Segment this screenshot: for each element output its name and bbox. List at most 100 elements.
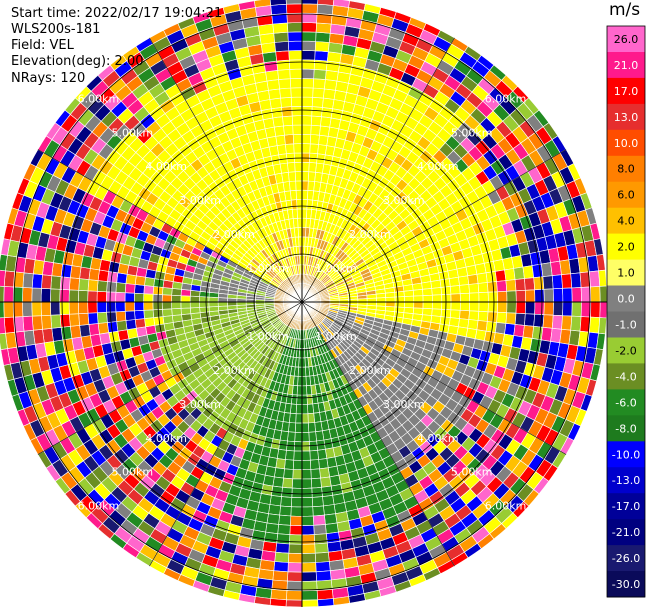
range-label: 5.00km <box>451 466 493 479</box>
velocity-gate <box>422 301 433 310</box>
velocity-gate <box>561 315 573 331</box>
velocity-gate <box>321 485 333 497</box>
velocity-gate <box>476 272 488 284</box>
velocity-gate <box>309 449 319 461</box>
velocity-gate <box>449 285 461 295</box>
range-label: 1.00km <box>315 262 357 275</box>
velocity-gate <box>301 96 314 107</box>
velocity-gate <box>312 505 325 517</box>
range-label: 5.00km <box>112 466 154 479</box>
velocity-gate <box>430 279 442 289</box>
velocity-gate <box>324 513 338 525</box>
velocity-gate <box>290 87 303 98</box>
velocity-gate <box>291 487 303 499</box>
velocity-gate <box>459 284 470 295</box>
velocity-gate <box>301 357 306 368</box>
range-label: 2.00km <box>349 364 391 377</box>
velocity-gate <box>87 290 98 303</box>
velocity-gates <box>0 0 608 607</box>
velocity-gate <box>279 162 289 174</box>
velocity-gate <box>485 271 497 283</box>
range-label: 6.00km <box>485 92 527 105</box>
velocity-gate <box>171 288 182 297</box>
velocity-gate <box>301 78 315 89</box>
velocity-gate <box>301 515 315 526</box>
velocity-gate <box>87 279 99 292</box>
velocity-gate <box>431 301 443 310</box>
velocity-gate <box>301 404 309 415</box>
colorbar-tick-label: 4.0 <box>617 215 635 228</box>
range-label: 3.00km <box>383 398 425 411</box>
velocity-gate <box>292 217 299 229</box>
velocity-gate <box>50 275 62 290</box>
velocity-gate <box>301 524 315 536</box>
velocity-gate <box>280 496 293 508</box>
velocity-gate <box>314 551 330 563</box>
velocity-gate <box>543 301 554 316</box>
velocity-gate <box>325 522 339 535</box>
velocity-gate <box>561 273 573 289</box>
velocity-gate <box>298 236 303 247</box>
velocity-gate <box>275 50 290 62</box>
velocity-gate <box>288 171 297 182</box>
velocity-gate <box>273 31 289 43</box>
velocity-gate <box>288 59 303 70</box>
velocity-gate <box>289 68 303 80</box>
velocity-gate <box>284 134 295 145</box>
velocity-gate <box>292 124 303 135</box>
velocity-gate <box>59 288 70 303</box>
range-label: 4.00km <box>145 432 187 445</box>
velocity-gate <box>144 317 156 328</box>
velocity-gate <box>301 87 314 98</box>
velocity-gate <box>301 50 316 61</box>
velocity-gate <box>301 40 317 52</box>
velocity-gate <box>321 107 333 119</box>
velocity-gate <box>310 468 321 480</box>
velocity-gate <box>301 422 310 433</box>
velocity-gate <box>504 268 516 281</box>
range-label: 6.00km <box>485 500 527 513</box>
velocity-gate <box>41 274 53 290</box>
velocity-gate <box>266 79 280 91</box>
velocity-gate <box>272 476 284 488</box>
velocity-gate <box>316 3 334 16</box>
velocity-gate <box>431 287 442 296</box>
velocity-gate <box>317 598 335 607</box>
velocity-gate <box>96 280 108 293</box>
velocity-gate <box>496 311 508 324</box>
colorbar-tick-label: -6.0 <box>615 396 636 409</box>
velocity-gate <box>450 301 461 311</box>
velocity-gate <box>317 448 328 460</box>
velocity-gate <box>314 41 330 53</box>
range-label: 2.00km <box>213 228 255 241</box>
velocity-gate <box>79 324 91 338</box>
velocity-gate <box>227 301 238 307</box>
velocity-gate <box>315 22 332 34</box>
velocity-gate <box>133 292 145 303</box>
velocity-gate <box>162 315 174 325</box>
velocity-gate <box>301 413 309 424</box>
velocity-gate <box>295 180 303 191</box>
velocity-gate <box>375 292 387 299</box>
velocity-gate <box>286 3 303 14</box>
velocity-gate <box>208 301 219 308</box>
velocity-gate <box>570 272 582 289</box>
velocity-gate <box>189 295 200 303</box>
velocity-gate <box>161 294 173 303</box>
velocity-gate <box>316 588 334 601</box>
velocity-gate <box>487 291 499 303</box>
velocity-gate <box>449 309 461 319</box>
colorbar-tick-label: 13.0 <box>614 111 639 124</box>
velocity-gate <box>107 321 119 333</box>
velocity-gate <box>265 69 279 82</box>
velocity-gate <box>506 290 517 303</box>
velocity-gate <box>295 189 303 200</box>
velocity-gate <box>97 322 110 335</box>
velocity-gate <box>40 287 52 303</box>
velocity-gate <box>301 143 311 154</box>
velocity-gate <box>301 450 311 461</box>
velocity-gate <box>315 561 331 573</box>
velocity-gate <box>431 308 442 317</box>
velocity-gate <box>40 301 52 317</box>
velocity-gate <box>313 524 327 535</box>
